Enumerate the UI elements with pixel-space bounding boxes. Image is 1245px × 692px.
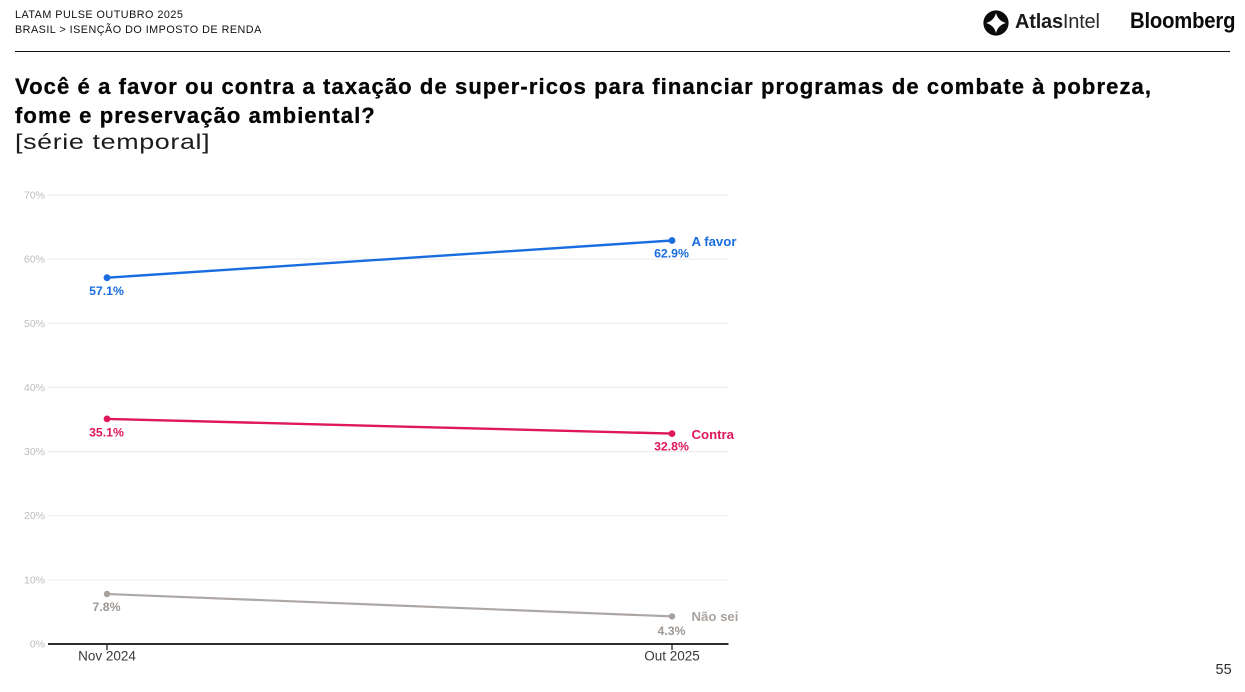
svg-text:62.9%: 62.9%: [654, 247, 689, 261]
svg-text:35.1%: 35.1%: [89, 425, 124, 439]
svg-text:60%: 60%: [24, 254, 45, 266]
svg-text:Contra: Contra: [692, 427, 735, 442]
svg-text:4.3%: 4.3%: [657, 624, 685, 638]
svg-text:Nov 2024: Nov 2024: [78, 649, 136, 664]
svg-text:40%: 40%: [24, 382, 45, 394]
svg-text:A favor: A favor: [692, 234, 737, 249]
svg-text:10%: 10%: [24, 574, 45, 586]
svg-text:20%: 20%: [24, 510, 45, 522]
svg-text:0%: 0%: [30, 639, 45, 651]
svg-text:32.8%: 32.8%: [654, 440, 689, 454]
svg-text:Não sei: Não sei: [692, 609, 739, 624]
svg-text:7.8%: 7.8%: [92, 600, 120, 614]
svg-text:30%: 30%: [24, 446, 45, 458]
svg-text:Out 2025: Out 2025: [644, 649, 700, 664]
svg-text:50%: 50%: [24, 318, 45, 330]
svg-text:57.1%: 57.1%: [89, 284, 124, 298]
svg-text:70%: 70%: [24, 190, 45, 202]
